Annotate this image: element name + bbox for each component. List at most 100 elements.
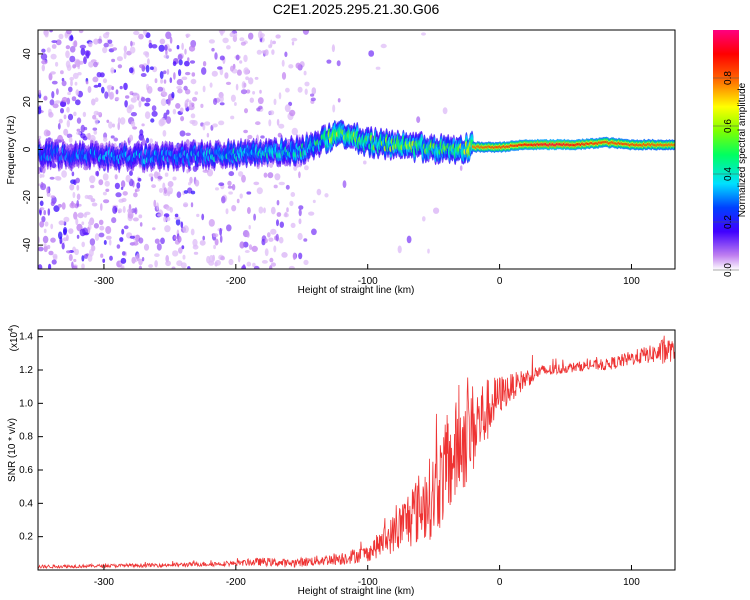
spectrogram-cell [47,208,51,216]
spectrogram-cell [120,257,127,264]
spectrogram-x-tick-label: 0 [497,276,503,287]
spectrogram-cell [81,255,85,262]
spectrogram-cell [165,49,168,56]
spectrogram-cell [80,124,86,133]
snr-y-tick-label: 0.2 [19,532,33,543]
snr-y-tick-label: 0.8 [19,432,33,443]
spectrogram-cell [186,169,189,174]
spectrogram-cell [119,237,124,242]
spectrogram-cell [99,225,105,231]
spectrogram-cell [156,202,159,211]
spectrogram-cell [180,116,185,122]
figure-title: C2E1.2025.295.21.30.G06 [273,1,440,17]
spectrogram-cell [113,137,119,142]
spectrogram-cell [176,191,182,198]
spectrogram-cell [213,98,218,105]
spectrogram-cell [253,213,256,221]
colorbar-label: Normalized spectral amplitude [737,82,748,217]
spectrogram-cell [39,207,45,211]
spectrogram-cell [230,94,236,103]
spectrogram-cell [143,30,147,36]
spectrogram-cell [50,195,56,199]
spectrogram-cell [61,202,66,210]
spectrogram-cell [122,191,128,196]
spectrogram-cell [51,80,58,85]
spectrogram-cell [130,97,137,103]
spectrogram-cell [48,72,53,81]
spectrogram-cell [124,100,128,108]
spectrogram-y-tick-label: -20 [22,190,33,205]
spectrogram-cell [187,57,190,62]
spectrogram-cell [310,97,316,102]
snr-y-tick-label: 1.2 [19,365,33,376]
spectrogram-cell [52,103,59,109]
spectrogram-cell [220,30,224,36]
spectrogram-cell [100,253,104,258]
spectrogram-cell [43,245,48,253]
snr-scale-label: (x10 [9,331,20,351]
spectrogram-cell [175,218,181,226]
spectrogram-cell [121,228,125,235]
spectrogram-cell [105,188,110,192]
spectrogram-cell [189,60,196,64]
spectrogram-cell [160,237,165,245]
spectrogram-cell [248,32,254,40]
snr-y-tick-label: 1.4 [19,332,33,343]
spectrogram-cell [278,236,284,244]
spectrogram-cell [72,265,78,269]
spectrogram-cell [94,233,100,241]
spectrogram-cell [72,191,76,199]
spectrogram-cell [176,45,180,50]
spectrogram-cell [115,96,120,101]
spectrogram-cell [128,134,134,142]
spectrogram-cell [185,71,191,76]
spectrogram-cell [271,49,275,55]
spectrogram-cell [164,172,169,177]
spectrogram-cell [69,183,75,191]
spectrogram-cell [241,174,246,183]
spectrogram-cell [226,45,231,50]
spectrogram-cell [79,44,87,49]
spectrogram-cell [162,130,167,137]
spectrogram-cell [258,206,264,214]
spectrogram-cell [82,111,87,118]
spectrogram-cell [53,205,60,213]
spectrogram-cell [236,69,242,76]
spectrogram-cell [304,81,310,87]
spectrogram-cell [110,67,115,74]
spectrogram-cell [61,80,67,87]
spectrogram-cell [157,213,162,217]
spectrogram-cell [138,265,142,269]
spectrogram-cell [93,84,99,88]
spectrogram-cell [178,247,183,254]
spectrogram-cell [103,132,108,139]
spectrogram-cell [248,244,253,250]
colorbar-tick-label: 0.6 [723,119,734,133]
spectrogram-cell [278,92,282,100]
colorbar-tick-label: 0.0 [723,263,734,277]
spectrogram-cell [146,86,153,94]
snr-scale-factor: (x104) [8,325,20,352]
spectrogram-cell [96,112,102,116]
spectrogram-cell [148,264,154,268]
spectrogram-cell [297,86,303,93]
spectrogram-cell [336,60,341,67]
spectrogram-y-tick-label: 20 [22,96,33,108]
spectrogram-cell [54,100,61,104]
spectrogram-cell [112,123,115,128]
snr-background [38,330,675,570]
snr-y-tick-label: 0.4 [19,498,33,509]
spectrogram-cell [302,30,309,35]
spectrogram-cell [77,212,84,219]
spectrogram-cell [284,211,288,217]
spectrogram-cell [76,234,80,239]
spectrogram-cell [48,263,52,269]
spectrogram-cell [304,165,309,171]
spectrogram-cell [273,98,277,106]
spectrogram-cell [234,102,237,106]
spectrogram-cell [175,103,181,109]
spectrogram-cell [76,184,80,191]
spectrogram-cell [239,241,245,249]
spectrogram-cell [182,254,186,260]
spectrogram-cell [248,77,254,85]
